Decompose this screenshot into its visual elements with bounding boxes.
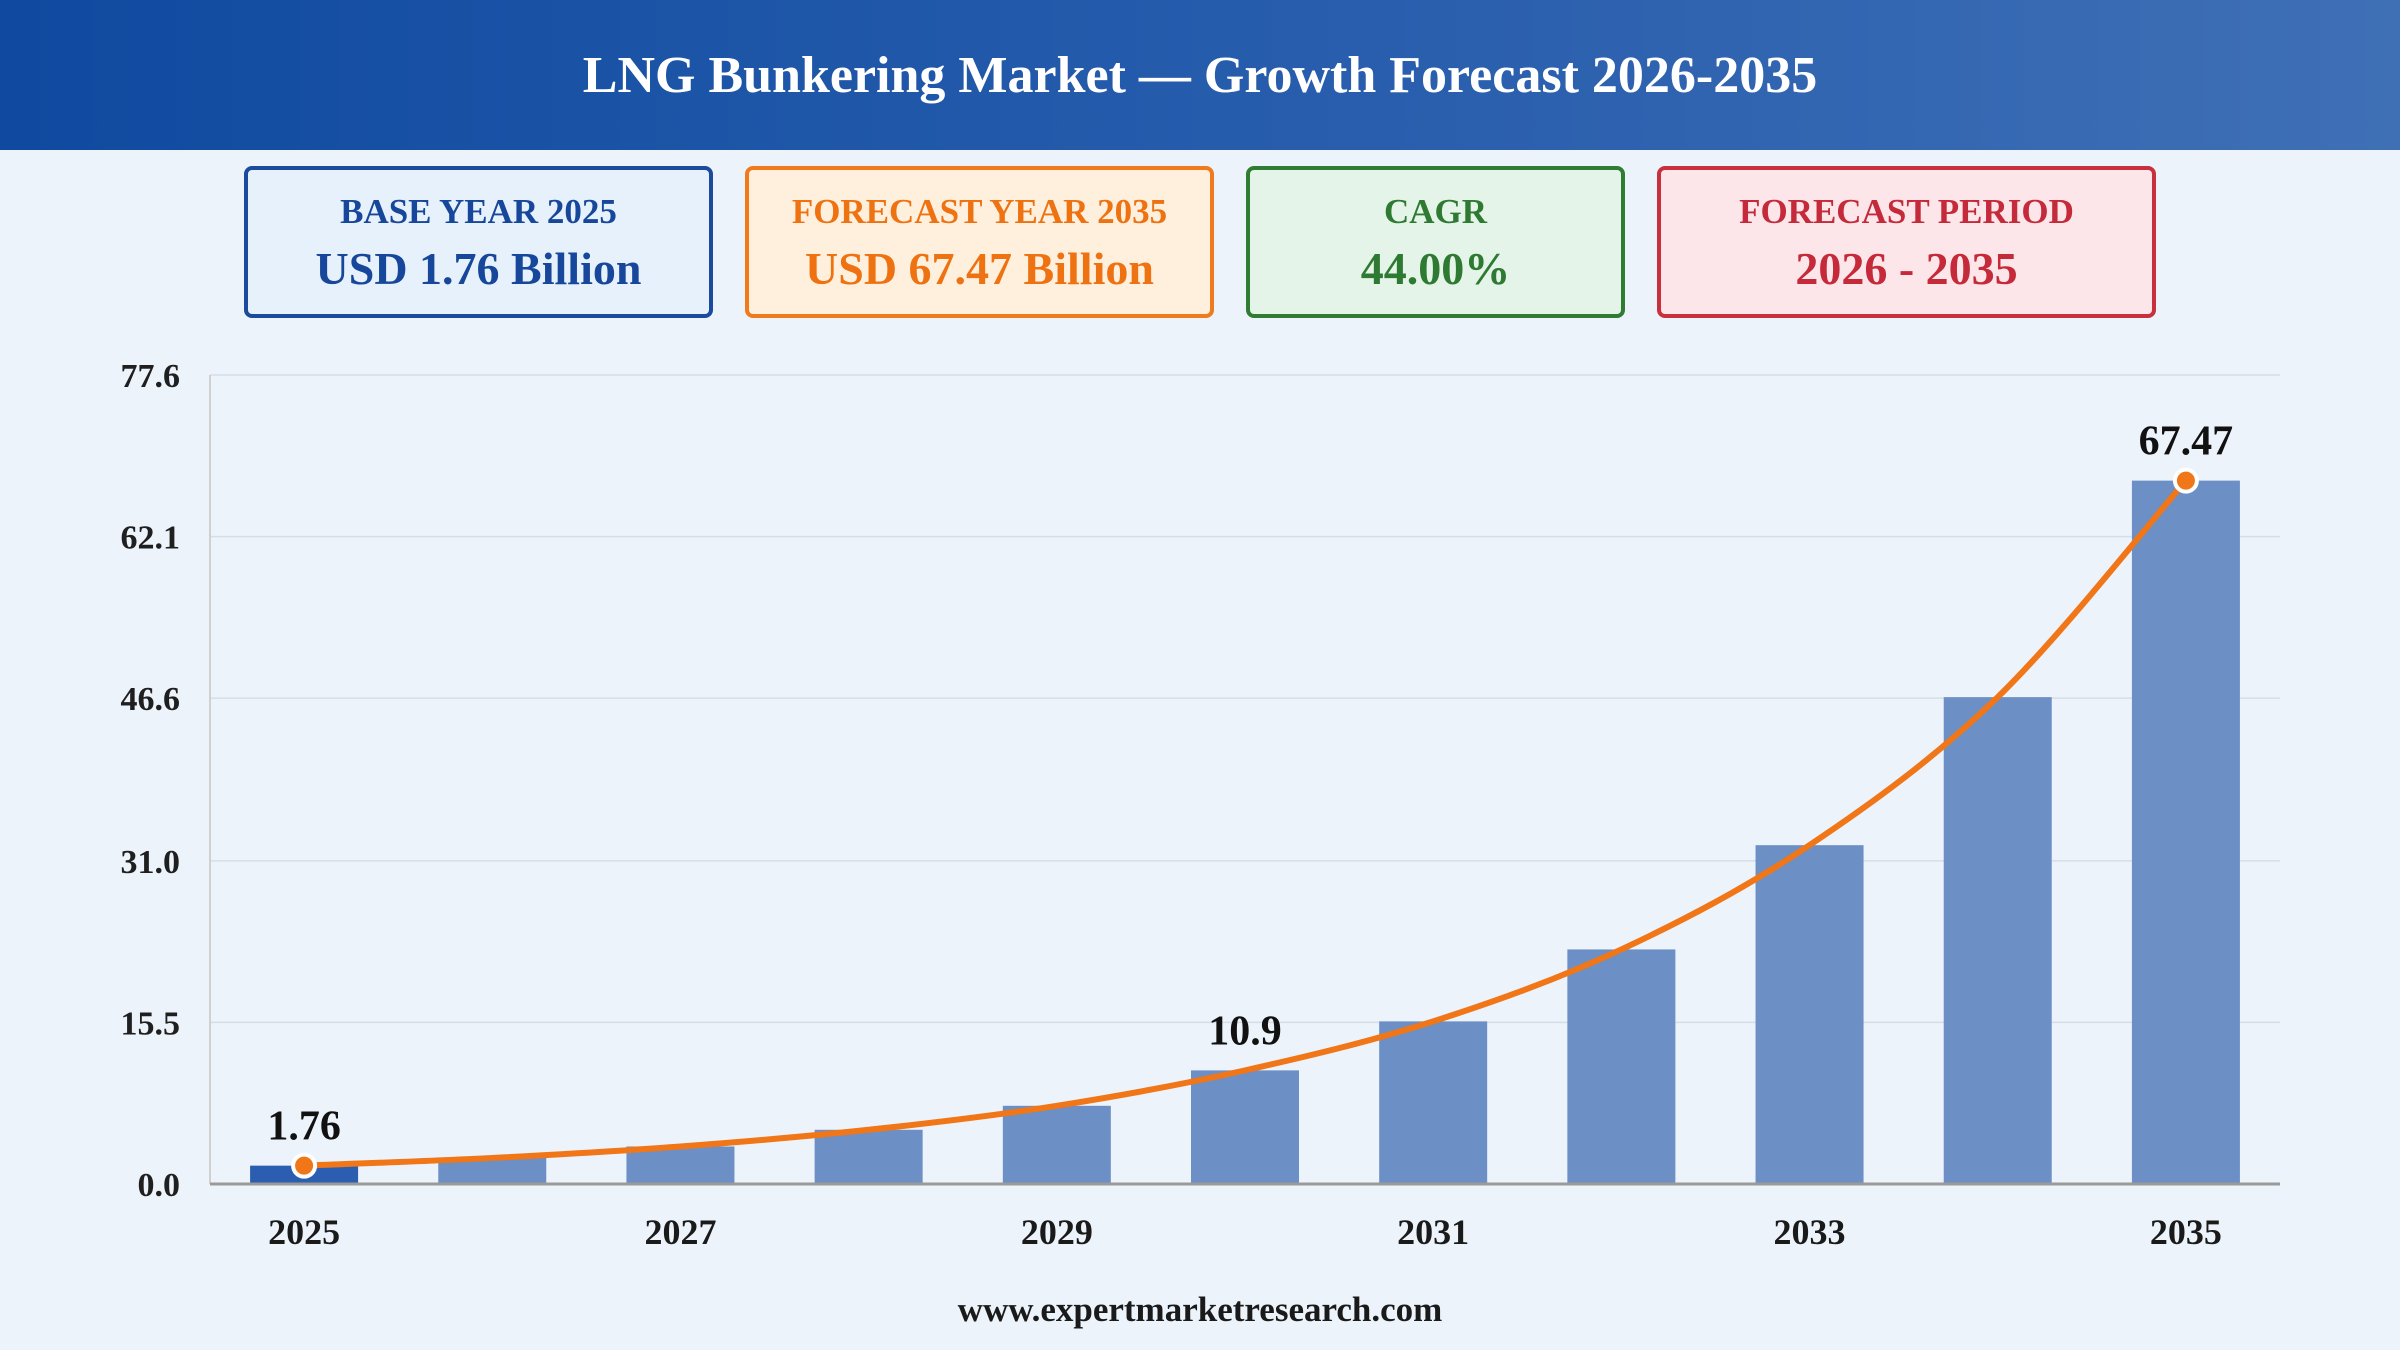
bar [1943, 697, 2052, 1184]
y-tick-label: 62.1 [121, 520, 181, 557]
x-tick-label: 2031 [1397, 1212, 1469, 1252]
forecast-year-card: FORECAST YEAR 2035 USD 67.47 Billion [745, 166, 1214, 318]
forecast-year-label: FORECAST YEAR 2035 [791, 192, 1168, 231]
forecast-period-label: FORECAST PERIOD [1739, 192, 2074, 231]
bar [626, 1146, 735, 1184]
base-year-value: USD 1.76 Billion [315, 243, 642, 294]
x-tick-label: 2029 [1021, 1212, 1093, 1252]
trend-line [301, 477, 2189, 1169]
x-tick-label: 2033 [1774, 1212, 1846, 1252]
y-tick-label: 46.6 [121, 681, 181, 718]
y-tick-label: 77.6 [121, 358, 181, 395]
forecast-period-value: 2026 - 2035 [1795, 243, 2018, 294]
forecast-year-value: USD 67.47 Billion [805, 243, 1154, 294]
forecast-period-card: FORECAST PERIOD 2026 - 2035 [1657, 166, 2156, 318]
x-tick-label: 2027 [644, 1212, 716, 1252]
y-tick-label: 15.5 [121, 1005, 181, 1042]
x-tick-label: 2035 [2150, 1212, 2222, 1252]
bar [2131, 480, 2240, 1184]
bar [1191, 1070, 1299, 1184]
source-footer: www.expertmarketresearch.com [957, 1290, 1443, 1329]
data-label: 10.9 [1208, 1008, 1282, 1054]
cagr-card: CAGR 44.00% [1246, 166, 1625, 318]
base-year-label: BASE YEAR 2025 [340, 192, 617, 231]
y-tick-label: 0.0 [138, 1167, 181, 1204]
bar [1379, 1021, 1488, 1184]
x-tick-label: 2025 [268, 1212, 340, 1252]
data-label: 1.76 [267, 1104, 341, 1150]
trend-marker [291, 1152, 318, 1179]
bar [1567, 949, 1676, 1184]
base-year-card: BASE YEAR 2025 USD 1.76 Billion [244, 166, 713, 318]
trend-marker [2172, 467, 2199, 494]
bar [1002, 1105, 1111, 1184]
cagr-label: CAGR [1383, 192, 1488, 231]
y-tick-label: 31.0 [121, 844, 181, 881]
data-label: 67.47 [2139, 419, 2234, 465]
bar [814, 1129, 923, 1184]
page-title: LNG Bunkering Market — Growth Forecast 2… [582, 46, 1818, 104]
bar [1755, 845, 1864, 1184]
header-banner: LNG Bunkering Market — Growth Forecast 2… [0, 0, 2400, 150]
cagr-value: 44.00% [1360, 243, 1511, 294]
